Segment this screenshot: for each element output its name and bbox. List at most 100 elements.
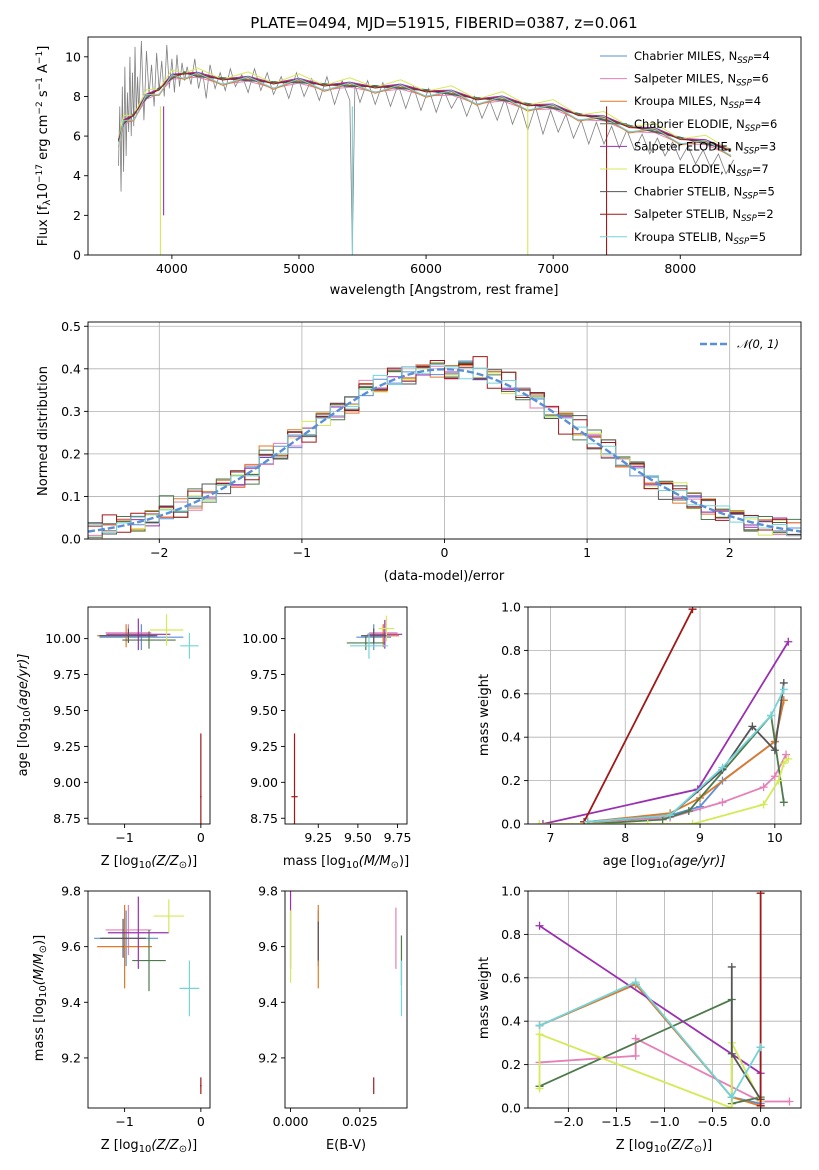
x-tick-label: 9: [696, 830, 704, 845]
weight-vs-age-x-ticks: 7 8 9 10: [546, 824, 783, 845]
x-tick-label: −2: [150, 545, 168, 560]
legend-label-tail: =4: [753, 49, 770, 63]
kroupa-stelib-point: [180, 632, 199, 659]
legend-label-kroupa-miles: Kroupa MILES, NSSP=4: [634, 94, 761, 111]
spectrum-y-label: Flux [fλ10−17 erg cm−2 s−1 A−1]: [35, 46, 53, 247]
y-tick-label: 0: [73, 248, 81, 263]
spectrum-x-ticks: 4000 5000 6000 7000 8000: [156, 255, 696, 276]
y-tick-label: 0.2: [61, 446, 81, 461]
plus-marker: [535, 1030, 544, 1039]
residual-plot-area: [88, 322, 801, 540]
legend-label-salpeter-miles: Salpeter MILES, NSSP=6: [634, 72, 769, 89]
y-tick-label: 9.2: [61, 1050, 81, 1065]
weight-vs-age-panel: 7 8 9 10 0.0 0.2 0.4 0.6 0.8 1.0 age [log10(age/…: [477, 600, 802, 871]
y-tick-label: 9.4: [258, 995, 278, 1010]
x-tick-label: 6000: [410, 261, 442, 276]
legend-label-salpeter-elodie: Salpeter ELODIE, NSSP=3: [634, 139, 776, 156]
x-tick-label: 2: [726, 545, 734, 560]
y-tick-label: 8.75: [250, 811, 278, 826]
legend-label-sub: SSP: [736, 79, 752, 89]
age-vs-metallicity-x-ticks: −1 0: [115, 824, 205, 845]
legend-label-base: Kroupa MILES, N: [634, 94, 729, 108]
x-tick-label: 0.000: [273, 1114, 309, 1129]
salpeter-miles-line: [587, 754, 787, 823]
weight-lines: [535, 891, 794, 1108]
legend-label-tail: =7: [752, 162, 769, 176]
x-tick-label: 9.25: [304, 830, 332, 845]
age-vs-mass-y-ticks: 8.75 9.00 9.25 9.50 9.75 10.00: [242, 631, 285, 826]
kroupa-elodie-line: [538, 1032, 762, 1108]
age-vs-metallicity-y-label: age [log10(age/yr)]: [16, 654, 33, 777]
legend-label-base: Salpeter ELODIE, N: [634, 139, 744, 153]
legend-label-tail: =3: [759, 139, 776, 153]
y-tick-label: 1.0: [501, 600, 521, 615]
gaussian-legend-label: 𝒩(0, 1): [737, 337, 779, 351]
plus-marker: [718, 798, 727, 807]
y-tick-label: 0.8: [501, 927, 521, 942]
plus-marker: [535, 1021, 544, 1030]
plus-marker: [756, 1101, 765, 1108]
age-vs-mass-plot-area: [291, 615, 403, 824]
plus-marker: [688, 607, 697, 614]
chabrier-stelib-point: [99, 628, 158, 643]
mass-vs-metallicity-plot-area: [94, 896, 202, 1095]
y-tick-label: 9.00: [53, 775, 81, 790]
weight-vs-age-frame: [527, 606, 802, 825]
mass-vs-ebv-x-label: E(B-V): [326, 1138, 366, 1153]
legend-label-base: Salpeter MILES, N: [634, 72, 736, 86]
plus-marker: [631, 978, 640, 987]
y-tick-label: 8.75: [53, 811, 81, 826]
plus-marker: [756, 1043, 765, 1052]
residual-y-label: Normed distribution: [36, 366, 51, 496]
y-tick-label: 10.00: [242, 631, 278, 646]
y-tick-label: 9.00: [250, 775, 278, 790]
age-vs-metallicity-plot-area: [97, 614, 202, 824]
salpeter-stelib-line: [583, 608, 694, 823]
kroupa-elodie-point: [378, 615, 395, 642]
salpeter-elodie-point: [107, 896, 169, 969]
x-tick-label: 7: [546, 830, 554, 845]
kroupa-elodie-series: [535, 754, 793, 824]
x-tick-label: 4000: [156, 261, 188, 276]
mass-vs-metallicity-x-label: Z [log10(Z/Z⊙)]: [101, 1138, 197, 1155]
legend-label-base: Kroupa STELIB, N: [634, 230, 734, 244]
y-tick-label: 0.6: [501, 686, 521, 701]
legend-label-sub: SSP: [744, 146, 760, 156]
y-tick-label: 9.50: [250, 703, 278, 718]
weight-vs-metallicity-x-ticks: −2.0 −1.5 −1.0 −0.5 0.0: [553, 1108, 771, 1129]
spectrum-panel: PLATE=0494, MJD=51915, FIBERID=0387, z=0…: [35, 14, 802, 298]
y-tick-label: 9.25: [250, 739, 278, 754]
x-tick-label: 7000: [537, 261, 569, 276]
y-tick-label: 0.5: [61, 319, 81, 334]
plus-marker: [535, 921, 544, 930]
y-tick-label: 9.2: [258, 1050, 278, 1065]
x-tick-label: 8: [621, 830, 629, 845]
legend-label-tail: =5: [749, 230, 766, 244]
legend-label-sub: SSP: [737, 56, 753, 66]
weight-vs-metallicity-y-label: mass weight: [477, 957, 492, 1039]
error-bars: [94, 896, 202, 1095]
legend-label-kroupa-elodie: Kroupa ELODIE, NSSP=7: [634, 162, 769, 179]
legend-label-base: Chabrier STELIB, N: [634, 185, 742, 199]
weight-vs-metallicity-panel: −2.0 −1.5 −1.0 −0.5 0.0 0.0 0.2 0.4 0.6 0.8 1.0 Z…: [477, 884, 802, 1155]
weight-vs-metallicity-y-ticks: 0.0 0.2 0.4 0.6 0.8 1.0: [501, 884, 528, 1116]
salpeter-stelib-point: [200, 1077, 202, 1095]
legend-label-tail: =6: [752, 72, 769, 86]
x-tick-label: 9.75: [384, 830, 412, 845]
plus-marker: [535, 820, 544, 824]
y-tick-label: 4: [73, 168, 81, 183]
y-tick-label: 9.4: [61, 995, 81, 1010]
y-tick-label: 9.6: [61, 939, 81, 954]
x-tick-label: −2.0: [553, 1114, 583, 1129]
plus-marker: [658, 815, 667, 824]
plus-marker: [631, 1034, 640, 1043]
plus-marker: [535, 1084, 544, 1093]
residual-histograms: [88, 356, 801, 539]
plus-marker: [727, 962, 736, 971]
chabrier-miles-point: [99, 624, 184, 651]
kroupa-elodie-model-line: [118, 67, 732, 152]
age-vs-mass-x-ticks: 9.25 9.50 9.75: [304, 824, 411, 845]
residual-y-ticks: 0.0 0.1 0.2 0.3 0.4 0.5: [61, 319, 88, 547]
